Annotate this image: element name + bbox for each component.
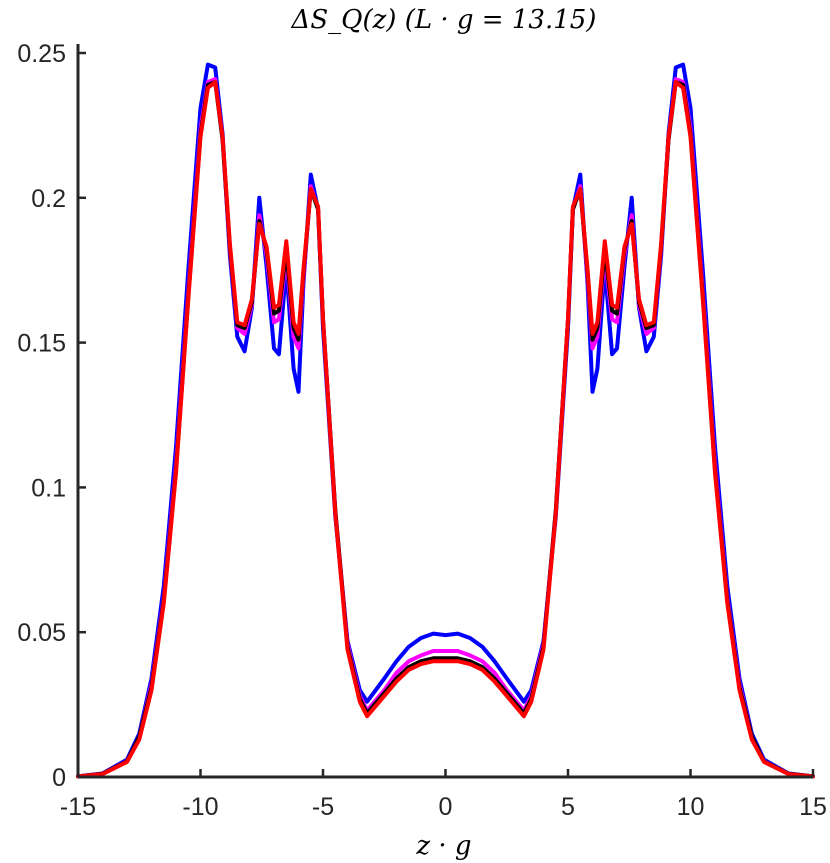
- y-tick-label: 0.05: [17, 619, 66, 647]
- y-axis-ticks: 0 0.05 0.1 0.15 0.2 0.25: [17, 40, 86, 792]
- plot-series: [76, 62, 815, 779]
- x-tick-label: -10: [182, 793, 218, 821]
- y-tick-label: 0.1: [31, 474, 66, 502]
- x-tick-label: -5: [312, 793, 334, 821]
- x-tick-label: 0: [439, 793, 453, 821]
- x-tick-label: 5: [561, 793, 575, 821]
- x-tick-label: 10: [677, 793, 705, 821]
- y-tick-label: 0: [52, 764, 66, 792]
- x-tick-label: -15: [60, 793, 96, 821]
- x-axis-ticks: -15 -10 -5 0 5 10 15: [60, 769, 827, 821]
- chart-title: ΔS_Q(z) (L · g = 13.15): [291, 5, 597, 35]
- x-tick-label: 15: [799, 793, 827, 821]
- y-tick-label: 0.2: [31, 185, 66, 213]
- y-tick-label: 0.25: [17, 40, 66, 68]
- y-tick-label: 0.15: [17, 330, 66, 358]
- series-line-3: [76, 80, 815, 779]
- x-axis-label: z · g: [415, 831, 471, 861]
- series-line-1: [76, 62, 815, 779]
- series-line-4: [76, 80, 815, 779]
- series-line-2: [76, 77, 815, 779]
